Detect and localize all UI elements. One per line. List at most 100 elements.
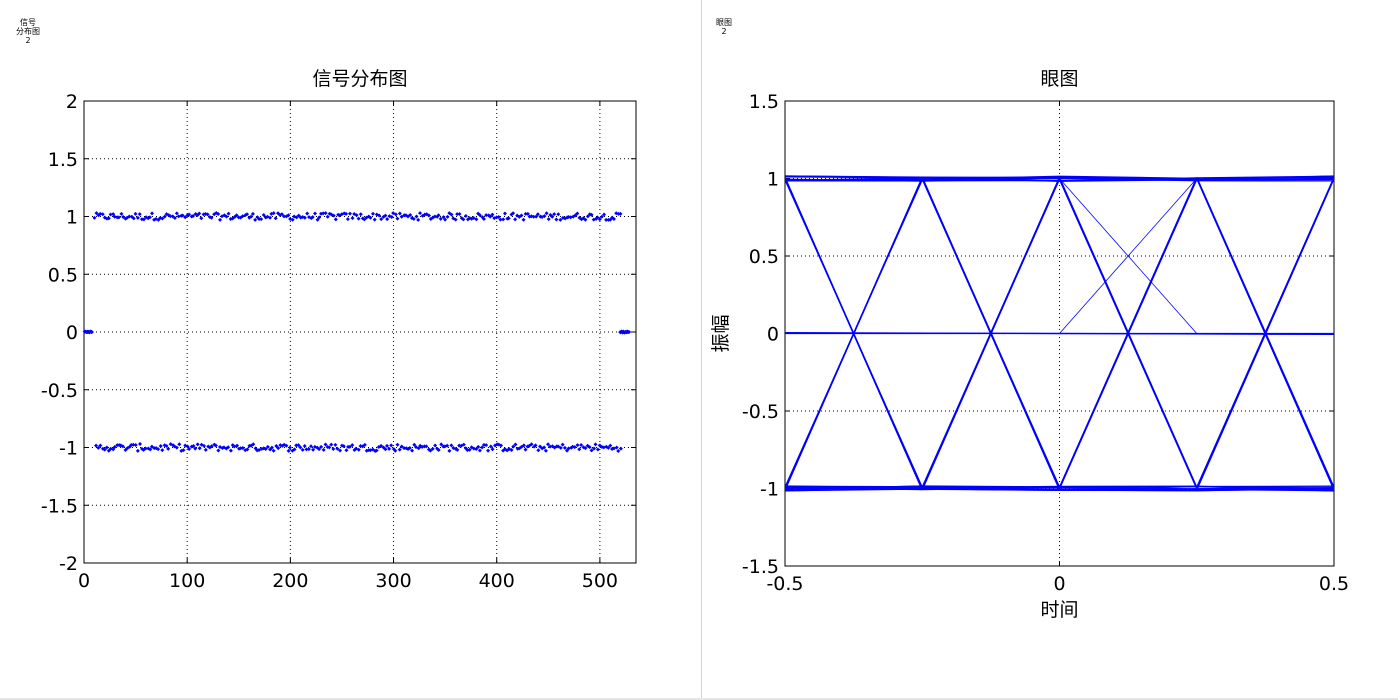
data-point xyxy=(395,216,400,221)
data-point xyxy=(213,443,218,448)
data-point xyxy=(377,213,382,218)
data-point xyxy=(257,217,262,222)
data-point xyxy=(550,214,555,219)
data-point xyxy=(253,217,258,222)
data-point xyxy=(98,443,103,448)
data-point xyxy=(292,447,297,452)
data-point xyxy=(350,216,355,221)
data-point xyxy=(595,447,600,452)
data-point xyxy=(172,215,177,220)
data-point xyxy=(341,444,346,449)
data-point xyxy=(519,213,524,218)
data-point xyxy=(287,445,292,450)
y-tick-label: -1 xyxy=(760,479,779,501)
data-point xyxy=(160,448,165,453)
data-point xyxy=(556,212,561,217)
y-tick-label: 0 xyxy=(767,324,779,346)
scatter-points xyxy=(82,211,632,453)
data-point xyxy=(148,447,153,452)
data-point xyxy=(249,214,254,219)
data-point xyxy=(513,442,518,447)
data-point xyxy=(302,215,307,220)
data-point xyxy=(265,444,270,449)
data-point xyxy=(191,443,196,448)
data-point xyxy=(395,442,400,447)
data-point xyxy=(397,447,402,452)
data-point xyxy=(523,447,528,452)
x-tick-label: 0 xyxy=(1053,573,1065,595)
data-point xyxy=(534,214,539,219)
data-point xyxy=(543,448,548,453)
data-point xyxy=(205,212,210,217)
data-point xyxy=(135,215,140,220)
data-point xyxy=(168,214,173,219)
data-point xyxy=(533,443,538,448)
data-point xyxy=(552,212,557,217)
data-point xyxy=(467,447,472,452)
data-point xyxy=(141,217,146,222)
data-point xyxy=(321,447,326,452)
data-point xyxy=(379,443,384,448)
data-point xyxy=(488,214,493,219)
figure-signal-distribution: 信号 分布图 2 0 100 200 300 400 500 -2 -1.5 -1 -0.5 0 0.… xyxy=(16,18,637,592)
data-point xyxy=(203,447,208,452)
data-point xyxy=(391,211,396,216)
data-point xyxy=(402,446,407,451)
data-point xyxy=(250,211,255,216)
data-point xyxy=(331,447,336,452)
data-point xyxy=(279,212,284,217)
data-point xyxy=(261,213,266,218)
data-point xyxy=(575,443,580,448)
data-point xyxy=(98,211,103,216)
eye-trace-rail xyxy=(785,485,1334,492)
data-point xyxy=(187,212,192,217)
figure-tag: 信号 分布图 2 xyxy=(16,18,40,45)
data-point xyxy=(486,448,491,453)
data-point xyxy=(521,443,526,448)
figure-tag: 眼图 2 xyxy=(716,18,732,36)
y-tick-label: 1.5 xyxy=(48,149,78,171)
data-point xyxy=(593,442,598,447)
data-point xyxy=(506,216,511,221)
data-point xyxy=(345,217,350,222)
data-point xyxy=(477,213,482,218)
data-point xyxy=(583,217,588,222)
data-point xyxy=(525,211,530,216)
data-point xyxy=(572,445,577,450)
data-point xyxy=(502,211,507,216)
y-tick-label: -0.5 xyxy=(41,380,78,402)
data-point xyxy=(397,211,402,216)
data-point xyxy=(488,444,493,449)
data-point xyxy=(579,443,584,448)
data-point xyxy=(427,213,432,218)
data-point xyxy=(335,446,340,451)
data-point xyxy=(546,442,551,447)
data-point xyxy=(408,212,413,217)
data-point xyxy=(616,448,621,453)
data-point xyxy=(273,216,278,221)
y-tick-label: 1 xyxy=(66,207,78,229)
data-point xyxy=(183,215,188,220)
data-point xyxy=(372,217,377,222)
data-point xyxy=(300,447,305,452)
data-point xyxy=(389,215,394,220)
data-point xyxy=(585,214,590,219)
data-point xyxy=(269,445,274,450)
data-point xyxy=(383,447,388,452)
x-tick-label: 200 xyxy=(272,570,308,592)
figure-tag-line: 分布图 xyxy=(16,27,40,36)
data-point xyxy=(245,212,250,217)
data-point xyxy=(317,215,322,220)
data-point xyxy=(284,443,289,448)
data-point xyxy=(310,215,315,220)
y-tick-label: -1.5 xyxy=(742,556,779,578)
chart-title: 眼图 xyxy=(1040,68,1078,90)
data-point xyxy=(597,217,602,222)
data-point xyxy=(509,212,514,217)
data-point xyxy=(164,444,169,449)
figure-eye-diagram: 眼图 2 -0.5 0 0.5 -1.5 -1 -0.5 0 0.5 1 1.5 眼图 时间 振幅 xyxy=(702,0,1398,700)
data-point xyxy=(253,446,258,451)
data-point xyxy=(325,214,330,219)
data-point xyxy=(587,445,592,450)
data-point xyxy=(193,446,198,451)
